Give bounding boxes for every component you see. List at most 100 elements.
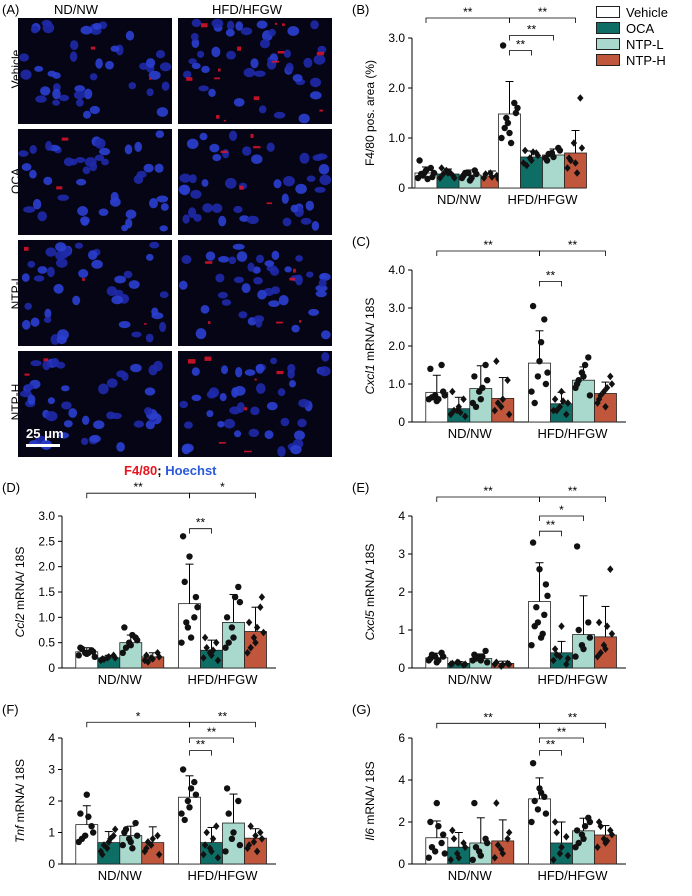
y-tick-label: 1.0 [38, 610, 55, 624]
data-point [77, 810, 84, 817]
data-point [214, 656, 222, 665]
data-point [573, 827, 581, 834]
nucleus-dot [94, 138, 106, 149]
data-point [550, 153, 557, 161]
nucleus-dot [202, 203, 214, 213]
y-tick-label: 4 [48, 731, 55, 745]
data-point [608, 830, 616, 839]
nucleus-dot [190, 189, 202, 199]
data-point [133, 832, 141, 839]
data-point [192, 791, 200, 798]
data-point [449, 387, 456, 396]
data-point [222, 644, 229, 651]
data-point [428, 651, 436, 658]
nucleus-dot [106, 411, 116, 420]
data-point [455, 853, 462, 862]
nucleus-dot [225, 177, 237, 189]
significance-label: ** [483, 238, 493, 252]
nucleus-dot [321, 352, 330, 362]
nucleus-dot [287, 369, 295, 379]
nucleus-dot [291, 324, 300, 333]
micro-tile [18, 18, 172, 124]
x-category-label: ND/NW [98, 868, 143, 883]
data-point [556, 147, 564, 154]
data-point [127, 838, 134, 846]
data-point [225, 639, 232, 646]
data-point [230, 634, 237, 641]
data-point [247, 822, 254, 830]
data-point [449, 659, 456, 668]
nucleus-dot [63, 157, 74, 167]
x-category-label: ND/NW [98, 672, 143, 687]
nucleus-dot [268, 28, 276, 37]
x-category-label: ND/NW [448, 426, 493, 441]
significance-label: ** [207, 725, 217, 739]
nucleus-dot [221, 365, 228, 375]
data-point [447, 856, 454, 864]
x-category-label: ND/NW [448, 868, 493, 883]
data-point [144, 838, 152, 846]
y-axis-title: Cxcl1 mRNA/ 18S [363, 298, 377, 395]
data-point [529, 302, 537, 310]
nucleus-dot [191, 62, 201, 70]
legend-swatch [596, 54, 620, 66]
data-point [505, 660, 513, 668]
nucleus-dot [290, 204, 299, 213]
nucleus-dot [211, 203, 223, 213]
nucleus-dot [61, 385, 70, 392]
nucleus-dot [47, 397, 55, 405]
data-point [528, 388, 535, 395]
data-point [471, 799, 478, 807]
nucleus-dot [45, 247, 57, 257]
data-point [483, 377, 491, 384]
x-category-label: HFD/HFGW [537, 426, 608, 441]
data-point [83, 791, 90, 798]
nucleus-dot [37, 266, 48, 274]
significance-bracket: ** [539, 710, 606, 729]
y-axis-title: Tnf mRNA/ 18S [13, 759, 27, 843]
nucleus-dot [19, 390, 32, 398]
bracket-line [189, 750, 212, 756]
significance-label: * [559, 503, 564, 517]
data-point [428, 844, 436, 851]
significance-bracket: ** [539, 518, 562, 537]
data-point [575, 626, 582, 634]
nucleus-dot [35, 95, 47, 103]
nucleus-dot [235, 367, 243, 378]
nucleus-dot [145, 58, 156, 68]
data-point [537, 789, 545, 796]
nucleus-dot [89, 105, 101, 115]
data-point [252, 638, 259, 647]
nucleus-dot [193, 214, 202, 222]
data-point [504, 119, 512, 127]
data-point [505, 828, 513, 837]
nucleus-dot [285, 62, 294, 73]
nucleus-dot [218, 256, 230, 263]
legend-label: OCA [626, 20, 655, 36]
significance-bracket: ** [189, 725, 234, 743]
data-point [253, 623, 261, 632]
macrophage-signal [239, 185, 244, 190]
y-axis-title-unit: mRNA/ 18S [13, 547, 27, 614]
bracket-line [539, 515, 584, 521]
nucleus-dot [27, 260, 36, 268]
nucleus-dot [179, 184, 191, 196]
data-point [563, 832, 570, 841]
data-point [89, 648, 97, 655]
data-point [439, 831, 447, 838]
data-point [487, 169, 494, 177]
nucleus-dot [61, 401, 72, 410]
y-axis-title-gene: Tnf [13, 824, 27, 843]
nucleus-dot [77, 206, 88, 216]
macrophage-signal [61, 137, 69, 141]
nucleus-dot [73, 90, 85, 100]
nucleus-dot [295, 183, 307, 194]
nucleus-dot [260, 39, 270, 49]
y-tick-label: 0 [398, 181, 405, 195]
y-tick-label: 0 [398, 857, 405, 871]
nucleus-dot [136, 170, 147, 179]
nucleus-dot [287, 26, 300, 36]
data-point [230, 829, 237, 836]
nucleus-dot [188, 207, 197, 219]
panel-label: (C) [352, 234, 370, 249]
